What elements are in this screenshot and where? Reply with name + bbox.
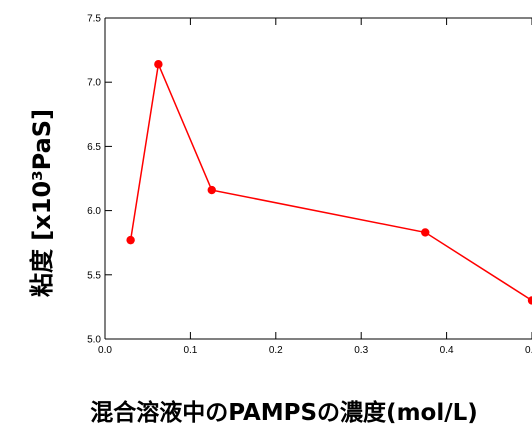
plot-frame xyxy=(104,17,532,340)
x-tick-label: 0.3 xyxy=(354,345,368,356)
data-point xyxy=(207,185,216,195)
data-point xyxy=(126,235,135,245)
y-tick-label: 5.5 xyxy=(87,270,101,281)
x-tick-label: 0.5 xyxy=(525,345,532,356)
y-axis-title: 粘度 [x10³PaS] xyxy=(28,109,56,297)
y-tick-label: 6.5 xyxy=(87,142,101,153)
y-tick-label: 5.0 xyxy=(87,335,101,346)
data-point xyxy=(527,296,532,305)
data-point xyxy=(154,60,163,69)
y-tick-label: 6.0 xyxy=(87,206,101,217)
series-line xyxy=(129,61,532,302)
x-tick-label: 0.0 xyxy=(98,345,112,356)
x-axis-title: 混合溶液中のPAMPSの濃度(mol/L) xyxy=(90,399,478,426)
y-tick-label: 7.0 xyxy=(87,78,101,89)
data-point xyxy=(421,228,430,237)
x-tick-label: 0.2 xyxy=(269,345,283,356)
x-tick-label: 0.1 xyxy=(183,345,197,356)
ticks: 5.0 5.5 6.0 6.5 7.0 7.5 0.0 0.1 0.2 0.3 0.4 0.5 xyxy=(87,14,532,356)
x-tick-label: 0.4 xyxy=(440,345,454,356)
series-layer xyxy=(126,60,532,305)
y-tick-label: 7.5 xyxy=(87,14,101,25)
